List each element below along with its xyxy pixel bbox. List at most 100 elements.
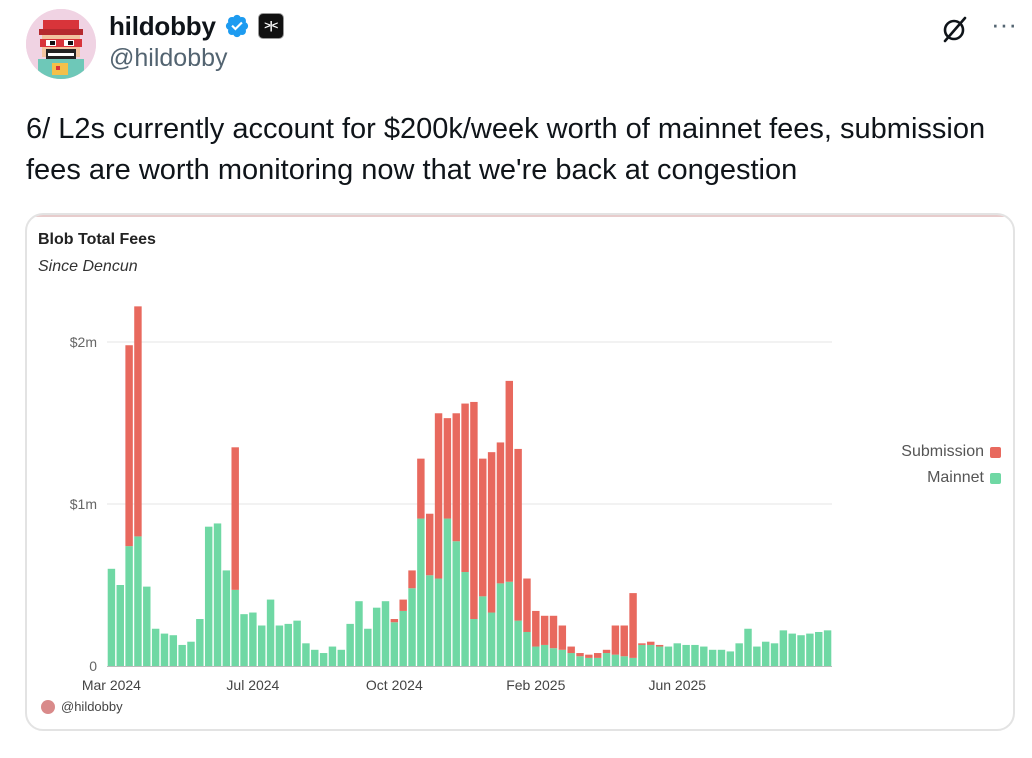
bar-mainnet [708,649,717,666]
bar-submission [417,458,425,519]
bar-submission [452,413,460,542]
bar-mainnet [364,628,372,666]
bar-submission [647,641,655,645]
bar-mainnet [567,653,575,666]
avatar-pixel-art-icon [26,9,96,79]
bar-mainnet [549,648,558,666]
bar-mainnet [682,644,690,666]
bar-mainnet [372,607,381,666]
bar-mainnet [638,644,646,666]
bar-mainnet [797,635,805,666]
bar-submission [611,625,620,655]
bar-mainnet [788,633,796,666]
bar-mainnet [116,585,124,666]
bar-mainnet [337,649,346,666]
bar-mainnet [434,578,443,666]
bar-submission [125,345,133,547]
bar-mainnet [134,536,142,666]
tweet-text: 6/ L2s currently account for $200k/week … [26,113,986,186]
bar-mainnet [328,646,337,666]
bar-mainnet [452,541,460,666]
legend-item-submission: Submission [901,439,1001,465]
bar-submission [576,653,584,657]
bar-mainnet [717,649,726,666]
bar-mainnet [585,657,593,666]
bar-mainnet [611,654,620,666]
bar-submission [479,458,487,597]
author-handle[interactable]: @hildobby [109,44,228,72]
chart-watermark: @hildobby [41,699,123,714]
bar-mainnet [293,620,301,666]
bar-submission [540,615,549,645]
bar-mainnet [532,646,540,666]
legend-label-mainnet: Mainnet [927,469,984,486]
bar-mainnet [425,575,434,666]
verified-badge-icon[interactable] [224,13,250,39]
author-avatar[interactable] [26,9,96,79]
chart-image-card[interactable]: Blob Total Fees Since Dencun 0 $1m $2m Mar … [25,213,1015,731]
bar-submission [602,649,611,654]
bar-mainnet [169,635,178,666]
bar-mainnet [691,644,699,666]
bar-mainnet [381,601,390,666]
bar-mainnet [417,518,425,666]
bar-mainnet [266,599,275,666]
watermark-text: @hildobby [61,699,123,714]
bar-submission [505,380,514,582]
bar-mainnet [240,614,248,666]
bar-mainnet [505,581,514,666]
bar-mainnet [125,546,133,666]
bar-mainnet [806,633,814,666]
author-display-name[interactable]: hildobby [109,10,216,41]
x-tick-label: Feb 2025 [506,677,565,693]
grok-icon[interactable] [940,14,970,44]
bar-mainnet [249,612,257,666]
bar-submission [655,644,664,647]
legend-swatch-mainnet [990,472,1001,484]
bar-submission [532,610,540,647]
bar-mainnet [744,628,752,666]
y-tick-label: 0 [89,658,97,674]
bar-mainnet [151,628,160,666]
bar-mainnet [673,643,681,666]
bar-submission [593,653,602,658]
bar-mainnet [602,653,611,666]
bar-mainnet [222,570,231,666]
bar-mainnet [620,656,628,666]
bar-mainnet [823,630,832,666]
x-tick-label: Oct 2024 [366,677,423,693]
bar-submission [620,625,628,657]
bar-mainnet [390,622,399,666]
card-top-border [27,215,1013,217]
bar-submission [585,654,593,658]
bar-mainnet [258,625,266,666]
more-options-icon[interactable]: ··· [991,9,1017,39]
bar-mainnet [523,631,531,666]
bar-mainnet [355,601,363,666]
bar-mainnet [487,612,496,666]
x-tick-label: Jun 2025 [648,677,706,693]
bar-mainnet [479,596,487,666]
bar-mainnet [178,644,186,666]
bar-mainnet [275,625,284,666]
bar-mainnet [770,643,779,666]
chart-subtitle: Since Dencun [38,258,138,275]
bar-mainnet [815,631,823,666]
bar-mainnet [346,623,354,666]
legend-label-submission: Submission [901,443,984,460]
bar-mainnet [408,588,416,666]
bar-mainnet [664,646,673,666]
author-name-row: hildobby >|< [109,9,284,43]
bar-mainnet [443,518,452,666]
bar-submission [567,646,575,654]
bar-mainnet [143,586,151,666]
bar-mainnet [558,649,567,666]
affiliate-badge-icon[interactable]: >|< [257,13,284,39]
bar-mainnet [700,646,708,666]
stacked-bar-chart: 0 $1m $2m Mar 2024 Jul 2024 Oct 2024 Feb 2025 J… [70,306,832,693]
bar-submission [461,403,469,573]
legend-item-mainnet: Mainnet [901,465,1001,491]
bar-mainnet [576,656,584,666]
bar-mainnet [514,620,522,666]
bar-mainnet [213,523,222,666]
